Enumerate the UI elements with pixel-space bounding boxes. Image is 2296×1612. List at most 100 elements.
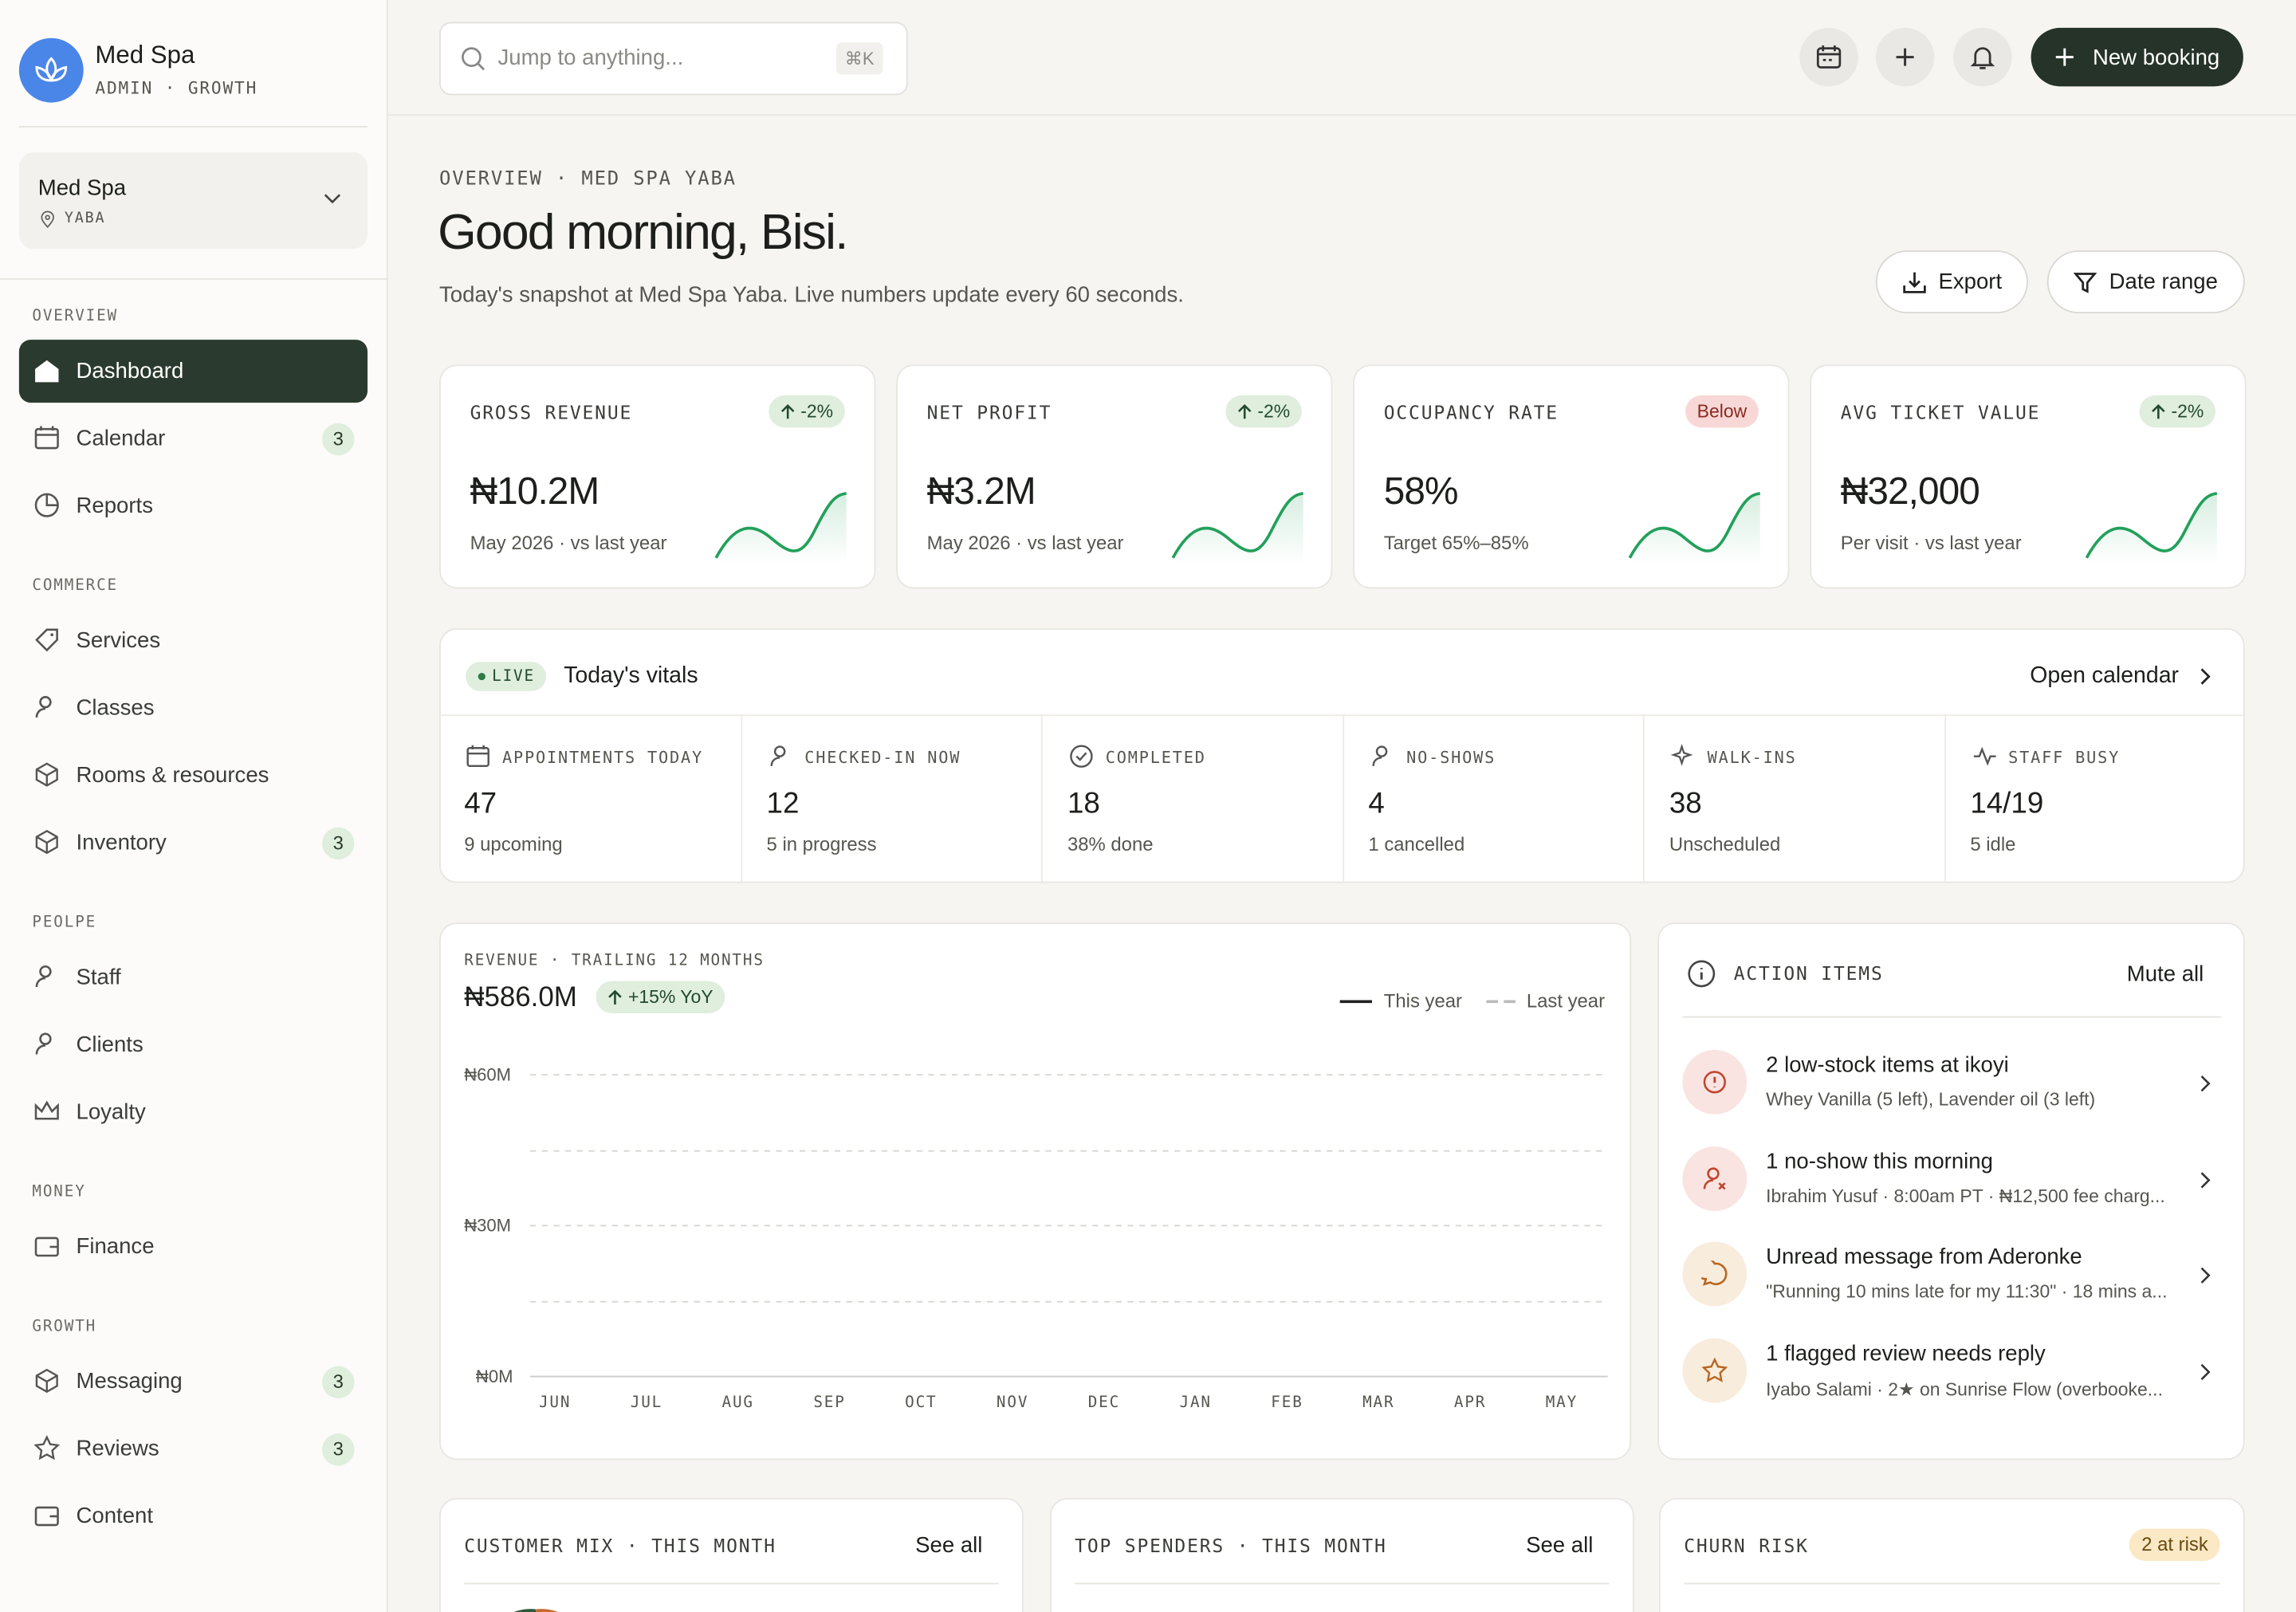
export-button[interactable]: Export bbox=[1875, 250, 2028, 314]
sparkline bbox=[1628, 492, 1761, 564]
action-title: 1 no-show this morning bbox=[1766, 1148, 1993, 1174]
live-badge: LIVE bbox=[466, 662, 547, 691]
location-name: Med Spa bbox=[37, 175, 127, 201]
nav-item[interactable]: Inventory 3 bbox=[19, 812, 368, 875]
action-item[interactable]: Unread message from Aderonke "Running 10… bbox=[1659, 1241, 2243, 1330]
y-tick-label: ₦30M bbox=[464, 1215, 512, 1237]
see-all[interactable]: See all bbox=[915, 1533, 983, 1559]
nav-label: Reviews bbox=[76, 1436, 159, 1462]
action-item[interactable]: 1 no-show this morning Ibrahim Yusuf · 8… bbox=[1659, 1146, 2243, 1233]
open-calendar-label: Open calendar bbox=[2030, 663, 2180, 689]
location-switcher[interactable]: Med Spa YABA bbox=[18, 152, 368, 250]
revenue-grid bbox=[529, 1074, 1608, 1378]
open-calendar[interactable]: Open calendar bbox=[2030, 663, 2211, 690]
vital-label: WALK-INS bbox=[1707, 748, 1797, 768]
kpi-badge: Below bbox=[1685, 395, 1759, 428]
vital-label: APPOINTMENTS TODAY bbox=[501, 748, 704, 768]
new-booking-button[interactable]: New booking bbox=[2031, 27, 2243, 87]
brand-name: Med Spa bbox=[95, 41, 195, 69]
bottom-card: CUSTOMER MIX · THIS MONTH See all bbox=[439, 1497, 1024, 1612]
kpi-value: 58% bbox=[1383, 468, 1459, 513]
new-booking-label: New booking bbox=[2092, 45, 2220, 70]
bottom-card-title: CHURN RISK bbox=[1684, 1534, 1809, 1557]
nav-label: Clients bbox=[76, 1032, 144, 1058]
sidebar: Med Spa ADMIN · GROWTH Med Spa YABA OVER… bbox=[0, 0, 388, 1612]
sparkline bbox=[2085, 492, 2218, 564]
shortcut: ⌘K bbox=[835, 42, 883, 75]
nav-item[interactable]: Calendar 3 bbox=[19, 407, 368, 470]
x-tick-label: NOV bbox=[996, 1394, 1029, 1412]
nav: OVERVIEW Dashboard Calendar 3 Reports COMMERC… bbox=[0, 293, 387, 1552]
kpi-badge-label: -2% bbox=[2171, 401, 2204, 422]
kpi-note: Per visit · vs last year bbox=[1840, 531, 2022, 554]
nav-section-title: MONEY bbox=[32, 1183, 86, 1201]
calendar-button[interactable] bbox=[1799, 27, 1858, 87]
revenue-eyebrow: REVENUE · TRAILING 12 MONTHS bbox=[464, 951, 765, 969]
vital-value: 14/19 bbox=[1970, 788, 2044, 820]
mute-all[interactable]: Mute all bbox=[2126, 961, 2204, 987]
kpi-note: May 2026 · vs last year bbox=[926, 531, 1124, 554]
vital: APPOINTMENTS TODAY 47 9 upcoming bbox=[439, 714, 740, 881]
nav-item[interactable]: Reports bbox=[19, 474, 368, 537]
vital-note: 5 idle bbox=[1970, 833, 2016, 855]
vital: COMPLETED 18 38% done bbox=[1040, 714, 1343, 882]
vital-note: 5 in progress bbox=[766, 833, 877, 855]
see-all[interactable]: See all bbox=[1526, 1533, 1594, 1559]
topbar: Jump to anything... ⌘K New booking bbox=[387, 0, 2296, 116]
legend-last-year: Last year bbox=[1526, 989, 1606, 1012]
kpi-badge-label: -2% bbox=[1257, 401, 1291, 422]
vital-label: CHECKED-IN NOW bbox=[804, 748, 961, 768]
nav-badge: 3 bbox=[322, 1366, 355, 1399]
action-title: ACTION ITEMS bbox=[1733, 961, 1884, 985]
nav-label: Classes bbox=[76, 695, 155, 721]
add-button[interactable] bbox=[1875, 27, 1935, 87]
notifications-button[interactable] bbox=[1953, 27, 2012, 87]
date-range-button[interactable]: Date range bbox=[2046, 250, 2245, 314]
nav-item[interactable]: Staff bbox=[19, 946, 368, 1009]
action-title: 2 low-stock items at ikoyi bbox=[1766, 1052, 2009, 1078]
x-tick-label: OCT bbox=[905, 1394, 938, 1412]
nav-label: Loyalty bbox=[76, 1099, 146, 1125]
nav-section-title: COMMERCE bbox=[32, 576, 119, 595]
y-tick-label: ₦0M bbox=[475, 1366, 513, 1387]
kpi-value: ₦3.2M bbox=[926, 468, 1036, 513]
nav-item[interactable]: Rooms & resources bbox=[19, 744, 368, 807]
location-area: YABA bbox=[64, 210, 106, 227]
vital-note: 38% done bbox=[1067, 833, 1154, 855]
brand-subtitle: ADMIN · GROWTH bbox=[95, 77, 258, 99]
kpi-badge-label: -2% bbox=[800, 401, 834, 422]
action-item[interactable]: 1 flagged review needs reply Iyabo Salam… bbox=[1659, 1337, 2243, 1425]
x-tick-label: SEP bbox=[813, 1394, 846, 1412]
nav-badge: 3 bbox=[322, 423, 355, 456]
nav-item[interactable]: Classes bbox=[19, 677, 368, 740]
nav-item[interactable]: Services bbox=[19, 609, 368, 672]
y-tick-label: ₦60M bbox=[464, 1064, 512, 1086]
vital: STAFF BUSY 14/19 5 idle bbox=[1944, 714, 2245, 882]
nav-item[interactable]: Messaging 3 bbox=[19, 1350, 368, 1413]
sparkline bbox=[714, 492, 847, 564]
kpi-badge-label: Below bbox=[1696, 401, 1748, 422]
nav-item[interactable]: Dashboard bbox=[18, 340, 368, 403]
vital-label: COMPLETED bbox=[1105, 748, 1206, 768]
action-item[interactable]: 2 low-stock items at ikoyi Whey Vanilla … bbox=[1659, 1049, 2243, 1138]
nav-item[interactable]: Content bbox=[19, 1484, 368, 1547]
nav-badge: 3 bbox=[322, 1433, 355, 1466]
churn-badge: 2 at risk bbox=[2129, 1528, 2220, 1561]
nav-section-title: PEOLPE bbox=[32, 914, 97, 932]
page-subtitle: Today's snapshot at Med Spa Yaba. Live n… bbox=[439, 282, 1184, 308]
action-detail: Iyabo Salami · 2★ on Sunrise Flow (overb… bbox=[1766, 1378, 2163, 1399]
nav-item[interactable]: Finance bbox=[19, 1215, 368, 1278]
kpi-value: ₦32,000 bbox=[1840, 468, 1980, 513]
nav-item[interactable]: Loyalty bbox=[19, 1081, 368, 1144]
logo bbox=[18, 37, 84, 103]
bottom-card: TOP SPENDERS · THIS MONTH See all bbox=[1049, 1497, 1634, 1612]
action-items-card: ACTION ITEMS Mute all 2 low-stock items … bbox=[1657, 922, 2245, 1461]
nav-item[interactable]: Clients bbox=[19, 1013, 368, 1076]
search[interactable]: Jump to anything... ⌘K bbox=[439, 22, 908, 96]
nav-label: Staff bbox=[76, 965, 121, 990]
export-label: Export bbox=[1938, 269, 2003, 295]
nav-item[interactable]: Reviews 3 bbox=[19, 1417, 368, 1480]
kpi-badge: -2% bbox=[1225, 395, 1302, 428]
nav-section-title: GROWTH bbox=[32, 1318, 97, 1336]
vital-value: 12 bbox=[766, 788, 800, 820]
